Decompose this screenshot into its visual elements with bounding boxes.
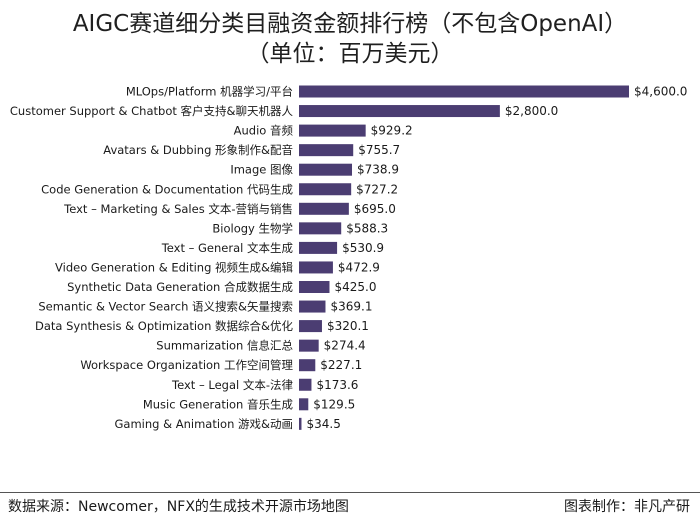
category-label: Music Generation 音乐生成 <box>143 397 294 411</box>
category-label: Code Generation & Documentation 代码生成 <box>41 182 293 196</box>
category-label: Text – Marketing & Sales 文本-营销与销售 <box>63 202 293 216</box>
value-label: $755.7 <box>358 143 400 157</box>
value-label: $929.2 <box>371 124 413 138</box>
category-label: MLOps/Platform 机器学习/平台 <box>126 85 293 99</box>
credit-note: 图表制作：非凡产研 <box>564 499 690 515</box>
category-label: Data Synthesis & Optimization 数据综合&优化 <box>35 319 294 333</box>
chart-title: AIGC赛道细分类目融资金额排行榜（不包含OpenAI） <box>72 11 628 37</box>
value-label: $320.1 <box>327 319 369 333</box>
bar <box>299 398 309 411</box>
bar <box>299 261 333 274</box>
value-label: $4,600.0 <box>634 85 687 99</box>
value-label: $369.1 <box>330 300 372 314</box>
source-note: 数据来源：Newcomer，NFX的生成技术开源市场地图 <box>8 499 349 515</box>
category-label: Semantic & Vector Search 语义搜索&矢量搜索 <box>38 300 293 314</box>
bar <box>299 378 312 391</box>
value-label: $472.9 <box>338 260 380 274</box>
value-label: $425.0 <box>334 280 376 294</box>
bar <box>299 281 330 293</box>
chart-subtitle: （单位：百万美元） <box>246 41 454 67</box>
bar <box>299 417 302 430</box>
bar <box>299 163 353 176</box>
category-label: Text – Legal 文本-法律 <box>171 378 293 392</box>
category-label: Avatars & Dubbing 形象制作&配音 <box>103 143 293 157</box>
value-label: $695.0 <box>354 202 396 216</box>
footer-divider <box>0 492 700 493</box>
bar-chart: MLOps/Platform 机器学习/平台 $4,600.0 Customer S… <box>10 85 688 431</box>
bar <box>299 105 500 118</box>
value-label: $588.3 <box>346 221 388 235</box>
value-label: $530.9 <box>342 241 384 255</box>
bar <box>299 320 322 333</box>
bar <box>299 359 316 372</box>
value-label: $227.1 <box>320 358 362 372</box>
value-label: $34.5 <box>306 417 340 431</box>
category-label: Workspace Organization 工作空间管理 <box>80 358 293 372</box>
value-label: $274.4 <box>324 339 366 353</box>
bar <box>299 241 338 254</box>
category-label: Image 图像 <box>230 163 293 177</box>
bar <box>299 144 354 157</box>
category-label: Text – General 文本生成 <box>161 241 294 255</box>
category-label: Video Generation & Editing 视频生成&编辑 <box>55 260 293 274</box>
value-label: $727.2 <box>356 182 398 196</box>
category-label: Synthetic Data Generation 合成数据生成 <box>67 280 293 294</box>
bar <box>299 202 349 215</box>
bar <box>299 124 366 137</box>
bar <box>299 300 326 313</box>
value-label: $129.5 <box>313 397 355 411</box>
value-label: $173.6 <box>316 378 358 392</box>
category-label: Gaming & Animation 游戏&动画 <box>115 417 293 431</box>
bar <box>299 183 352 196</box>
bar <box>299 222 342 235</box>
bar <box>299 339 319 352</box>
value-label: $738.9 <box>357 163 399 177</box>
category-label: Customer Support & Chatbot 客户支持&聊天机器人 <box>10 104 294 118</box>
category-label: Audio 音频 <box>234 124 294 138</box>
bar <box>299 85 629 98</box>
value-label: $2,800.0 <box>505 104 558 118</box>
category-label: Biology 生物学 <box>212 221 293 235</box>
category-label: Summarization 信息汇总 <box>156 339 293 353</box>
